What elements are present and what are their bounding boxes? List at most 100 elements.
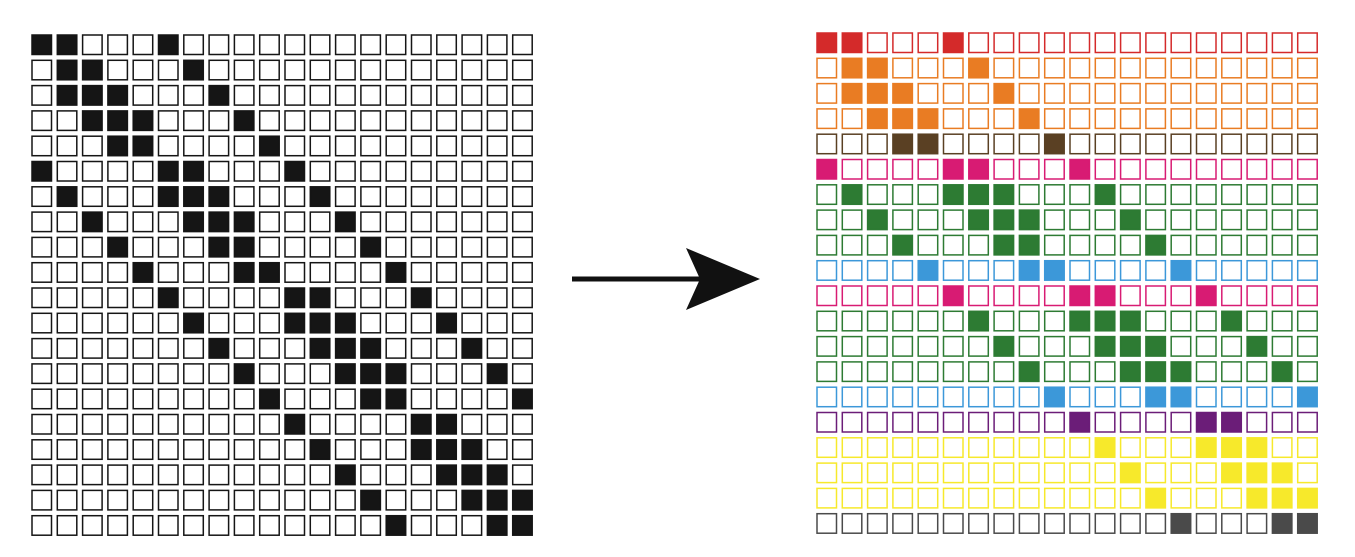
- empty-cell: [461, 186, 483, 208]
- empty-cell: [1246, 57, 1268, 79]
- empty-cell: [942, 234, 964, 256]
- empty-cell: [107, 337, 129, 359]
- empty-cell: [1296, 57, 1318, 79]
- empty-cell: [1296, 32, 1318, 54]
- empty-cell: [1246, 512, 1268, 534]
- empty-cell: [816, 437, 838, 459]
- empty-cell: [1296, 234, 1318, 256]
- empty-cell: [816, 361, 838, 383]
- filled-cell: [31, 160, 53, 182]
- empty-cell: [1170, 57, 1192, 79]
- empty-cell: [1246, 209, 1268, 231]
- empty-cell: [157, 363, 179, 385]
- empty-cell: [1069, 386, 1091, 408]
- empty-cell: [258, 236, 280, 258]
- empty-cell: [1296, 184, 1318, 206]
- filled-cell: [1221, 437, 1243, 459]
- empty-cell: [157, 514, 179, 536]
- empty-cell: [334, 160, 356, 182]
- empty-cell: [233, 59, 255, 81]
- empty-cell: [461, 84, 483, 106]
- empty-cell: [942, 209, 964, 231]
- empty-cell: [233, 337, 255, 359]
- empty-cell: [1094, 234, 1116, 256]
- empty-cell: [1119, 82, 1141, 104]
- empty-cell: [208, 34, 230, 56]
- empty-cell: [968, 32, 990, 54]
- empty-cell: [31, 439, 53, 461]
- empty-cell: [258, 413, 280, 435]
- empty-cell: [436, 337, 458, 359]
- empty-cell: [1018, 158, 1040, 180]
- filled-cell: [360, 388, 382, 410]
- empty-cell: [1195, 209, 1217, 231]
- empty-cell: [132, 34, 154, 56]
- filled-cell: [1094, 310, 1116, 332]
- empty-cell: [132, 211, 154, 233]
- empty-cell: [1221, 82, 1243, 104]
- filled-cell: [1119, 335, 1141, 357]
- empty-cell: [841, 437, 863, 459]
- empty-cell: [1018, 487, 1040, 509]
- empty-cell: [132, 464, 154, 486]
- empty-cell: [284, 186, 306, 208]
- empty-cell: [360, 514, 382, 536]
- empty-cell: [866, 158, 888, 180]
- filled-cell: [1145, 361, 1167, 383]
- empty-cell: [1018, 57, 1040, 79]
- filled-cell: [233, 236, 255, 258]
- filled-cell: [334, 464, 356, 486]
- empty-cell: [1018, 512, 1040, 534]
- empty-cell: [892, 437, 914, 459]
- empty-cell: [208, 261, 230, 283]
- empty-cell: [1195, 487, 1217, 509]
- filled-cell: [334, 337, 356, 359]
- filled-cell: [81, 84, 103, 106]
- empty-cell: [486, 388, 508, 410]
- filled-cell: [157, 186, 179, 208]
- empty-cell: [841, 386, 863, 408]
- filled-cell: [1094, 184, 1116, 206]
- empty-cell: [1069, 512, 1091, 534]
- empty-cell: [1195, 133, 1217, 155]
- empty-cell: [410, 337, 432, 359]
- empty-cell: [56, 363, 78, 385]
- empty-cell: [993, 411, 1015, 433]
- empty-cell: [334, 287, 356, 309]
- filled-cell: [1271, 361, 1293, 383]
- empty-cell: [1195, 310, 1217, 332]
- empty-cell: [157, 464, 179, 486]
- empty-cell: [385, 160, 407, 182]
- arrow-head: [686, 248, 760, 310]
- empty-cell: [486, 337, 508, 359]
- empty-cell: [1195, 108, 1217, 130]
- empty-cell: [993, 133, 1015, 155]
- empty-cell: [208, 312, 230, 334]
- empty-cell: [360, 464, 382, 486]
- empty-cell: [1271, 437, 1293, 459]
- empty-cell: [866, 133, 888, 155]
- filled-cell: [841, 32, 863, 54]
- empty-cell: [816, 285, 838, 307]
- empty-cell: [1221, 32, 1243, 54]
- filled-cell: [1170, 386, 1192, 408]
- empty-cell: [1246, 285, 1268, 307]
- empty-cell: [1221, 285, 1243, 307]
- empty-cell: [968, 361, 990, 383]
- empty-cell: [258, 186, 280, 208]
- empty-cell: [511, 287, 533, 309]
- empty-cell: [385, 34, 407, 56]
- empty-cell: [1094, 133, 1116, 155]
- empty-cell: [1221, 133, 1243, 155]
- empty-cell: [31, 59, 53, 81]
- empty-cell: [1195, 361, 1217, 383]
- empty-cell: [866, 184, 888, 206]
- empty-cell: [1119, 234, 1141, 256]
- empty-cell: [1170, 158, 1192, 180]
- empty-cell: [233, 439, 255, 461]
- empty-cell: [258, 59, 280, 81]
- empty-cell: [1271, 310, 1293, 332]
- empty-cell: [1271, 158, 1293, 180]
- empty-cell: [917, 158, 939, 180]
- filled-cell: [1246, 487, 1268, 509]
